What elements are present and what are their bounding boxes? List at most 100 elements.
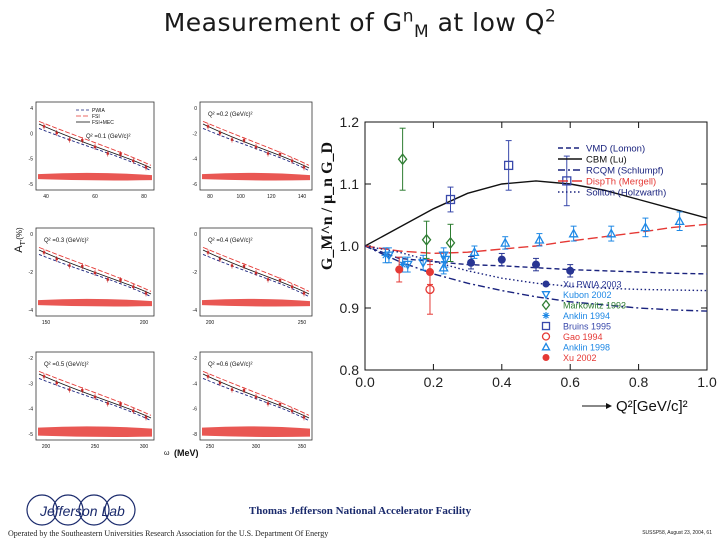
data-point	[568, 228, 579, 238]
panel-frame	[35, 101, 155, 191]
legend-label: FSI+MEC	[92, 120, 114, 126]
data-point	[541, 332, 551, 341]
data-point	[266, 152, 270, 155]
x-tick-label: 40	[43, 194, 49, 200]
y-tick-label: -2	[193, 356, 198, 362]
y-tick-label: 0.8	[340, 362, 360, 378]
data-point	[106, 402, 109, 405]
model-band	[38, 426, 152, 438]
omega-label: ω	[164, 450, 170, 457]
data-point	[119, 402, 122, 406]
y-tick-label: -2	[193, 131, 198, 137]
data-point	[242, 389, 246, 392]
data-point	[242, 139, 246, 142]
data-point	[606, 228, 617, 238]
asymmetry-xlabel: (MeV)	[174, 448, 199, 458]
data-point	[106, 152, 109, 155]
data-point	[290, 159, 294, 162]
pwia-curve	[202, 377, 310, 422]
x-tick-label: 80	[141, 194, 147, 200]
legend-label: Anklin 1994	[563, 311, 610, 321]
x-tick-label: 140	[298, 194, 307, 200]
lab-logo-text: Jefferson Lab	[39, 503, 125, 519]
y-tick-label: -2	[29, 356, 34, 362]
data-point	[674, 215, 685, 226]
data-point	[144, 292, 148, 295]
panel-frame	[199, 227, 313, 317]
y-tick-label: -4	[193, 308, 198, 314]
legend-label: Anklin 1998	[563, 343, 610, 353]
x-tick-label: 80	[207, 194, 213, 200]
fsi-mec-curve	[38, 373, 152, 419]
legend-label: PWIA	[92, 108, 105, 114]
data-point	[81, 389, 84, 392]
legend-label: Kubon 2002	[563, 290, 612, 300]
x-tick-label: 1.0	[697, 374, 717, 390]
y-tick-label: 1.1	[340, 176, 360, 192]
slide-title: Measurement of GnM at low Q2	[0, 6, 720, 41]
asymmetry-panel: Q² =0.2 (GeV/c)² 0 -2 -4 -6 80 100 120 140	[193, 101, 313, 200]
x-axis-label-group: Q²[GeV/c]²	[582, 398, 688, 415]
data-point	[440, 255, 451, 265]
data-point	[254, 271, 258, 275]
x-tick-label: 200	[140, 320, 149, 326]
legend-label: FSI	[92, 114, 100, 120]
legend-label: VMD (Lomon)	[586, 144, 645, 155]
data-point	[68, 138, 71, 141]
panel-frame	[199, 351, 313, 441]
model-band	[38, 298, 152, 307]
operated-by-text: Operated by the Southeastern Universitie…	[8, 529, 329, 538]
asymmetry-ylabel: AT'(%)	[13, 227, 27, 253]
x-tick-label: 200	[42, 444, 51, 450]
title-sub: M	[413, 22, 430, 42]
model-band	[38, 172, 152, 181]
pwia-curve	[202, 253, 310, 298]
title-sup: n	[402, 6, 414, 27]
data-point	[640, 222, 651, 232]
data-point	[497, 255, 506, 264]
data-point	[302, 292, 306, 295]
data-point	[418, 258, 429, 269]
data-point	[302, 166, 306, 169]
y-tick-label: -3	[29, 381, 34, 387]
legend-label: CBM (Lu)	[586, 155, 627, 166]
x-tick-label: 120	[267, 194, 276, 200]
data-point	[425, 284, 435, 295]
asymmetry-panel: Q² =0.4 (GeV/c)² 0 -2 -4 200 250	[193, 227, 313, 326]
facility-name: Thomas Jefferson National Accelerator Fa…	[248, 505, 472, 517]
panel-q2-label: Q² =0.3 (GeV/c)²	[44, 238, 89, 244]
data-point	[566, 266, 575, 275]
fsi-mec-curve	[202, 249, 310, 295]
gmn-ratio-chart: 0.80.91.01.11.20.0 0.2 0.4 0.6 0.8 1.0G_M^n /…	[319, 114, 717, 415]
y-tick-label: -4	[29, 407, 34, 413]
y-tick-label: -5	[29, 157, 34, 163]
panel-q2-label: Q² =0.4 (GeV/c)²	[208, 238, 253, 244]
y-tick-label: -4	[193, 157, 198, 163]
title-main: Measurement of G	[163, 8, 403, 37]
panel-q2-label: Q² =0.5 (GeV/c)²	[44, 362, 89, 368]
data-point	[445, 236, 456, 249]
y-tick-label: 0	[194, 232, 197, 238]
fsi-mec-curve	[38, 249, 152, 295]
y-tick-label: 0	[30, 131, 33, 137]
data-point	[425, 268, 434, 277]
asymmetry-panel: Q² =0.6 (GeV/c)² -2 -4 -6 -8 250 300 350	[193, 351, 313, 450]
x-tick-label: 0.4	[492, 374, 512, 390]
data-point	[254, 395, 258, 399]
data-point	[42, 251, 46, 254]
legend-label: Bruins 1995	[563, 322, 611, 332]
x-tick-label: 250	[298, 320, 307, 326]
y-tick-label: 0	[194, 106, 197, 112]
y-axis-label: G_M^n / μ_n G_D	[319, 142, 336, 270]
data-point	[381, 251, 390, 260]
asymmetry-panel: Q² =0.5 (GeV/c)² -2 -3 -4 -5 200 250 300	[29, 351, 155, 450]
model-band	[202, 298, 310, 307]
panel-q2-label: Q² =0.6 (GeV/c)²	[208, 362, 253, 368]
curve-legend: VMD (Lomon)CBM (Lu)RCQM (Schlumpf)DispTh…	[558, 144, 666, 199]
data-point	[467, 258, 476, 267]
pwia-curve	[202, 127, 310, 172]
legend-label: Xu 2002	[563, 353, 597, 363]
y-tick-label: 4	[30, 106, 33, 112]
